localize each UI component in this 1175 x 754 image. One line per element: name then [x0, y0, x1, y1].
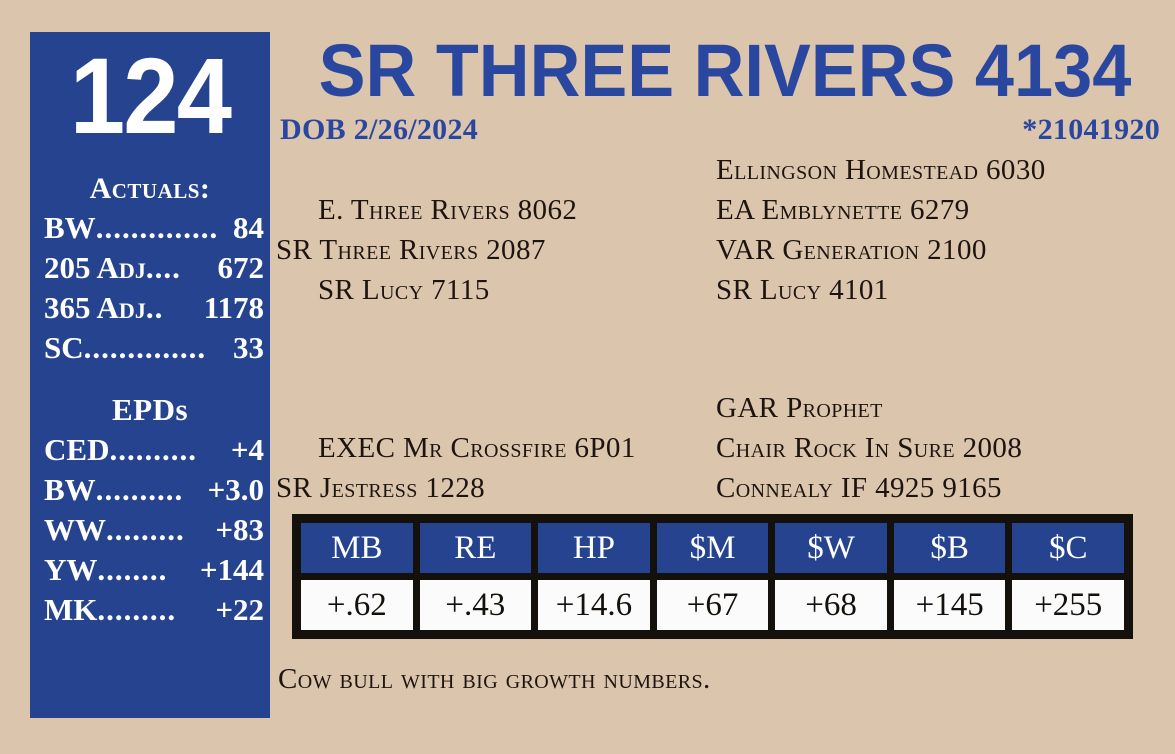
epd-row: BW .......... +3.0: [30, 470, 270, 510]
epd-label: WW: [44, 511, 106, 547]
epd-label: YW: [44, 551, 98, 587]
leader-dots: .........: [106, 511, 185, 547]
table-value-cell: +145: [893, 580, 1006, 630]
actuals-label: 205 Adj: [44, 249, 146, 285]
pedigree-name: SR Three Rivers 2087: [276, 234, 546, 266]
epd-row: MK ......... +22: [30, 590, 270, 630]
leader-dots: ..............: [95, 210, 219, 245]
epd-row: CED .......... +4: [30, 430, 270, 470]
pedigree-name: SR Lucy 4101: [716, 274, 889, 306]
actuals-label: BW: [44, 210, 96, 245]
leader-dots: ........: [97, 551, 168, 587]
actuals-value: 672: [217, 249, 265, 285]
epd-label: MK: [44, 591, 98, 627]
epd-value: +83: [215, 511, 264, 547]
actuals-section: Actuals: BW .............. 84 205 Adj ..…: [30, 172, 270, 368]
leader-dots: ..............: [83, 329, 207, 365]
pedigree-name: VAR Generation 2100: [716, 234, 987, 266]
epd-value: +3.0: [207, 471, 264, 507]
pedigree-name: Ellingson Homestead 6030: [716, 154, 1046, 186]
leader-dots: ....: [145, 249, 181, 285]
animal-name-title: SR THREE RIVERS 4134: [318, 29, 1132, 112]
table-header-cell: $M: [656, 523, 769, 573]
leader-dots: .........: [97, 591, 177, 627]
actuals-value: 33: [233, 329, 264, 365]
date-of-birth: DOB 2/26/2024: [280, 113, 479, 146]
epds-title: EPDs: [111, 391, 189, 427]
table-value-cell: +67: [656, 580, 769, 630]
table-header-cell: HP: [538, 523, 650, 573]
leader-dots: ..........: [95, 471, 184, 507]
epd-row: YW ........ +144: [30, 550, 270, 590]
epd-row: WW ......... +83: [30, 510, 270, 550]
actuals-label: 365 Adj: [44, 289, 146, 325]
actuals-value: 1178: [203, 289, 264, 325]
actuals-row: BW .............. 84: [30, 208, 270, 248]
pedigree-name: EA Emblynette 6279: [716, 194, 970, 226]
birth-and-registration-line: DOB 2/26/2024 *21041920: [280, 113, 1160, 147]
pedigree-name: EXEC Mr Crossfire 6P01: [318, 432, 636, 464]
actuals-row: SC .............. 33: [30, 328, 270, 368]
table-header-cell: $W: [775, 523, 887, 573]
dam-pedigree-group: EXEC Mr Crossfire 6P01 SR Jestress 1228 …: [276, 388, 1166, 568]
epd-label: BW: [44, 471, 96, 507]
leader-dots: ..........: [109, 431, 197, 467]
actuals-title: Actuals:: [89, 172, 211, 205]
epd-index-table: MB RE HP $M $W $B $C +.62 +.43 +14.6 +67…: [292, 514, 1133, 639]
table-value-cell: +14.6: [538, 580, 650, 630]
table-header-cell: MB: [301, 523, 413, 573]
table-row: +.62 +.43 +14.6 +67 +68 +145 +255: [301, 580, 1125, 630]
table-header-cell: RE: [419, 523, 532, 573]
actuals-value: 84: [233, 210, 264, 245]
sire-grandparents-column: Ellingson Homestead 6030 EA Emblynette 6…: [716, 150, 1166, 310]
pedigree-name: E. Three Rivers 8062: [318, 194, 578, 226]
table-header-cell: $B: [893, 523, 1006, 573]
epd-label: CED: [44, 431, 110, 467]
table-value-cell: +.62: [301, 580, 413, 630]
table-header-row: MB RE HP $M $W $B $C: [301, 523, 1125, 573]
pedigree-name: GAR Prophet: [716, 392, 883, 424]
table-value-cell: +68: [775, 580, 887, 630]
pedigree-name: Chair Rock In Sure 2008: [716, 432, 1023, 464]
epd-value: +4: [230, 431, 264, 467]
sire-pedigree-group: E. Three Rivers 8062 SR Three Rivers 208…: [276, 150, 1166, 330]
table-value-cell: +.43: [419, 580, 532, 630]
leader-dots: ..: [145, 289, 164, 325]
lot-info-panel: 124 Actuals: BW .............. 84 205 Ad…: [30, 32, 270, 718]
actuals-row: 365 Adj .. 1178: [30, 288, 270, 328]
pedigree-name: Connealy IF 4925 9165: [716, 472, 1002, 504]
epds-section: EPDs CED .......... +4 BW .......... +3.…: [30, 392, 270, 630]
pedigree-name: SR Lucy 7115: [318, 274, 490, 306]
lot-comment: Cow bull with big growth numbers.: [278, 663, 711, 695]
actuals-label: SC: [44, 329, 84, 365]
epd-value: +144: [199, 551, 264, 587]
sire-column: E. Three Rivers 8062 SR Three Rivers 208…: [276, 150, 716, 310]
table-value-cell: +255: [1012, 580, 1125, 630]
pedigree-name: SR Jestress 1228: [276, 472, 486, 504]
lot-number: 124: [69, 35, 232, 156]
actuals-row: 205 Adj .... 672: [30, 248, 270, 288]
registration-number: *21041920: [1022, 113, 1160, 146]
pedigree-chart: E. Three Rivers 8062 SR Three Rivers 208…: [276, 150, 1166, 568]
epd-value: +22: [215, 591, 264, 627]
table-header-cell: $C: [1012, 523, 1125, 573]
